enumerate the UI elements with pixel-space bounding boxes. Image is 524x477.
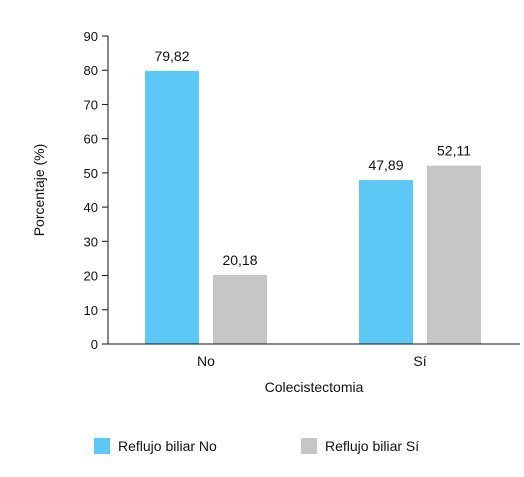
data-labels: 79,82 20,18 47,89 52,11	[154, 48, 471, 268]
y-tick-label: 60	[84, 132, 98, 147]
y-tick-label: 50	[84, 166, 98, 181]
bar-value-label: 79,82	[154, 48, 189, 64]
bars	[145, 70, 481, 344]
x-axis-title: Colecistectomia	[265, 379, 364, 395]
y-axis-title: Porcentaje (%)	[31, 144, 47, 237]
bar-chart: 0 10 20 30 40 50 60 70 80 90 79,82 20,18 47,89 52,11…	[31, 29, 520, 395]
y-axis-ticks: 0 10 20 30 40 50 60 70 80 90	[84, 29, 108, 352]
y-tick-label: 0	[91, 337, 98, 352]
bar	[359, 180, 413, 344]
legend-item-reflujo-no: Reflujo biliar No	[94, 438, 217, 454]
bar-value-label: 20,18	[222, 252, 257, 268]
bar	[427, 165, 481, 344]
legend-label-reflujo-si: Reflujo biliar Sí	[325, 438, 420, 454]
legend-swatch-reflujo-no	[94, 438, 110, 454]
legend-swatch-reflujo-si	[301, 438, 317, 454]
bar-value-label: 47,89	[368, 157, 403, 173]
x-tick-label: No	[197, 353, 215, 369]
x-tick-label: Sí	[413, 353, 426, 369]
legend: Reflujo biliar No Reflujo biliar Sí	[0, 430, 524, 462]
bar-value-label: 52,11	[437, 143, 471, 159]
y-tick-label: 20	[84, 269, 98, 284]
bar	[145, 70, 199, 344]
y-tick-label: 10	[84, 303, 98, 318]
y-tick-label: 70	[84, 97, 98, 112]
y-tick-label: 30	[84, 234, 98, 249]
legend-label-reflujo-no: Reflujo biliar No	[118, 438, 217, 454]
x-axis-ticks: No Sí	[197, 353, 427, 369]
legend-item-reflujo-si: Reflujo biliar Sí	[301, 438, 419, 454]
y-tick-label: 80	[84, 63, 98, 78]
bar	[213, 274, 267, 344]
y-tick-label: 90	[84, 29, 98, 44]
y-tick-label: 40	[84, 200, 98, 215]
